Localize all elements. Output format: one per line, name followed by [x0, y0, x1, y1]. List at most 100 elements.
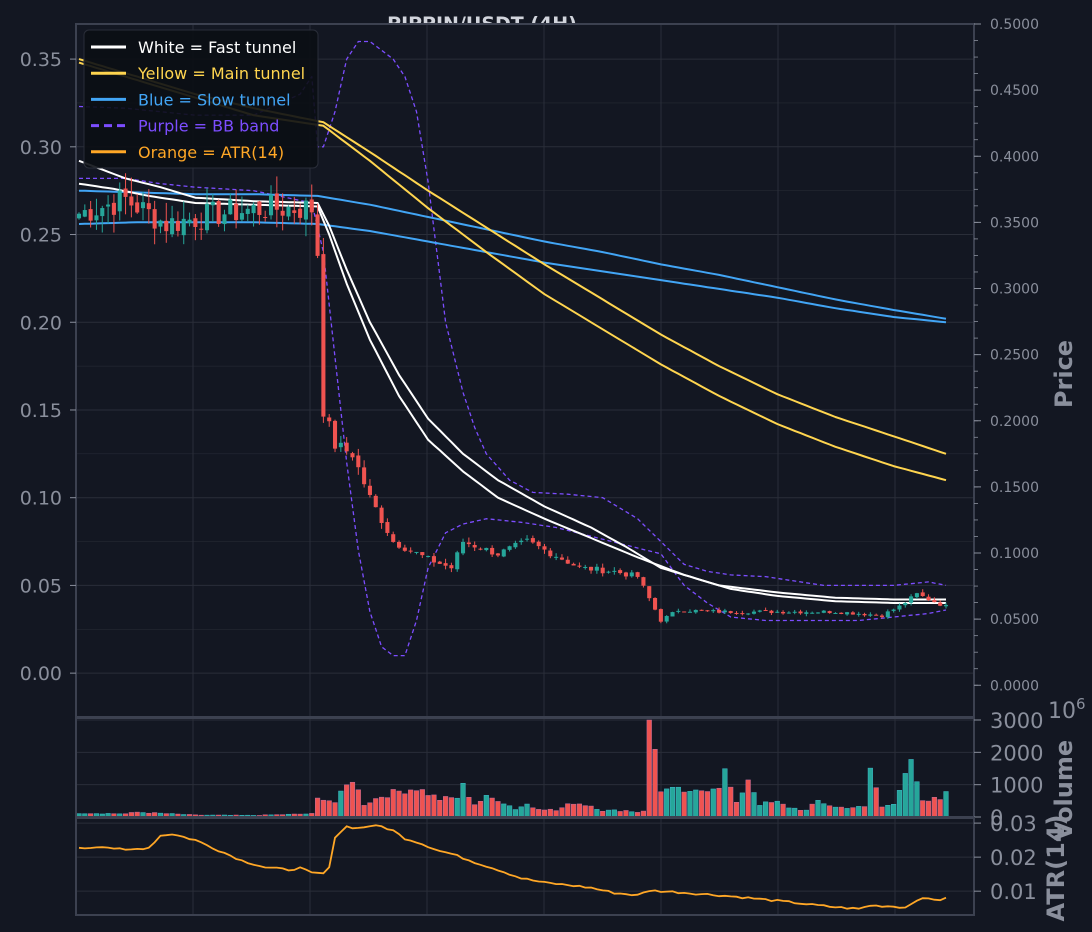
volume-bar [856, 806, 862, 818]
volume-bar [908, 759, 914, 818]
candle-body [396, 541, 402, 548]
volume-bar [396, 790, 402, 818]
candle-body [519, 540, 524, 543]
price-right-tick-label: 0.3000 [990, 282, 1039, 298]
volume-bar [361, 805, 367, 818]
candle-body [379, 507, 384, 523]
candle-body [367, 485, 372, 495]
candle-body [466, 542, 471, 545]
candle-body [757, 610, 762, 612]
atr-tick-label: 0.01 [990, 880, 1037, 904]
candle-body [82, 210, 87, 217]
candle-body [490, 547, 495, 555]
candle-body [234, 203, 239, 221]
candle-body [530, 538, 535, 543]
candle-body [94, 215, 99, 221]
candle-body [298, 208, 303, 218]
volume-bar [821, 803, 827, 818]
fast-tunnel-lower-line [78, 182, 946, 604]
volume-bar [344, 784, 350, 818]
candle-body [612, 570, 617, 572]
volume-bar [797, 810, 804, 818]
volume-bar [891, 804, 897, 818]
candle-body [245, 208, 250, 214]
candle-body [577, 565, 582, 567]
candle-body [763, 609, 768, 611]
candle-body [938, 602, 943, 606]
volume-bar [373, 798, 379, 818]
atr-line [78, 824, 947, 910]
candle-body [804, 612, 809, 614]
volume-bar [809, 803, 815, 818]
volume-bar [559, 807, 565, 818]
candle-body [862, 613, 867, 616]
candle-body [286, 206, 291, 217]
volume-bar [594, 809, 600, 818]
volume-bar [850, 807, 856, 818]
candle-body [769, 610, 774, 614]
candle-body [228, 199, 233, 215]
candle-body [140, 202, 146, 209]
candle-body [897, 605, 902, 610]
candle-body [542, 546, 547, 550]
price-right-tick-label: 0.1000 [990, 546, 1039, 562]
legend-items: White = Fast tunnel Yellow = Main tunnel B… [91, 38, 305, 162]
bb-upper-line [78, 40, 947, 587]
candle-body [693, 609, 698, 613]
candle-body [408, 550, 413, 552]
volume-bar [780, 803, 786, 818]
volume-bar [408, 789, 414, 818]
candle-body [874, 614, 879, 616]
candle-body [268, 194, 274, 216]
candle-body [781, 611, 786, 614]
candle-body [885, 611, 890, 618]
candle-body [111, 202, 116, 215]
volume-bar [896, 790, 903, 818]
candle-body [315, 214, 320, 256]
candle-body [292, 210, 297, 213]
volume-panel: 3000 2000 1000 0 106 Volume [75, 695, 1086, 840]
candle-body [257, 201, 262, 215]
candle-body [786, 612, 791, 614]
candle-body [280, 210, 285, 216]
candle-body [810, 612, 815, 614]
legend-label: Yellow = Main tunnel [137, 64, 305, 83]
price-left-tick-label: 0.25 [20, 225, 62, 247]
candle-body [356, 455, 361, 468]
volume-bar [739, 792, 745, 818]
volume-bar [314, 797, 321, 818]
volume-bar [443, 796, 449, 818]
volume-bar [827, 805, 833, 818]
candle-body [891, 609, 896, 611]
candle-body [821, 610, 826, 613]
legend-box [83, 29, 319, 169]
atr-tick-label: 0.03 [990, 812, 1037, 836]
candle-body [565, 559, 570, 564]
candle-body [426, 555, 431, 557]
legend-label: Purple = BB band [138, 117, 279, 136]
volume-bar [355, 789, 361, 818]
candle-body [722, 610, 727, 613]
candle-body [373, 495, 378, 508]
candle-body [507, 546, 512, 550]
volume-bar [547, 808, 553, 818]
candle-body [914, 593, 919, 598]
legend-label: Orange = ATR(14) [138, 143, 284, 162]
volume-bar [774, 800, 780, 818]
candle-body [932, 599, 937, 603]
volume-bar [489, 797, 495, 818]
price-left-tick-label: 0.05 [20, 575, 62, 597]
price-right-tick-label: 0.1500 [990, 480, 1039, 496]
candle-body [216, 201, 221, 224]
candle-body [943, 604, 949, 607]
volume-exponent-label: 106 [1048, 695, 1086, 724]
candle-body [170, 218, 175, 235]
volume-bar [861, 806, 868, 818]
candle-body [746, 613, 751, 615]
volume-bar [757, 805, 763, 818]
atr-tick-label: 0.02 [990, 846, 1037, 870]
volume-bar [320, 799, 326, 818]
candle-body [751, 611, 757, 614]
price-left-tick-label: 0.15 [20, 400, 62, 422]
